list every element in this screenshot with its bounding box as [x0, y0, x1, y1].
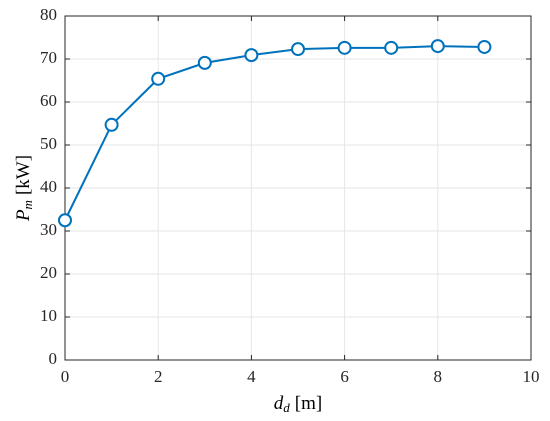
data-marker	[430, 39, 445, 54]
x-tick-label: 6	[340, 367, 349, 386]
plot-frame	[64, 15, 532, 361]
x-tick-label: 4	[247, 367, 256, 386]
x-label-main: d	[274, 393, 284, 414]
y-tick-label: 50	[40, 134, 57, 153]
data-marker	[477, 39, 492, 54]
data-marker	[151, 71, 166, 86]
x-label-unit: [m]	[295, 393, 322, 414]
y-tick-label: 40	[40, 177, 57, 196]
y-tick-label: 10	[40, 306, 57, 325]
data-marker	[58, 213, 72, 228]
data-marker	[104, 117, 119, 132]
data-marker	[197, 55, 212, 70]
data-marker	[384, 40, 399, 55]
x-axis-label: dd [m]	[274, 393, 322, 415]
y-label-unit: [kW]	[13, 155, 34, 195]
x-tick-label: 2	[154, 367, 163, 386]
y-tick-label: 20	[40, 263, 57, 282]
y-tick-label: 0	[49, 349, 58, 368]
x-tick-label: 8	[434, 367, 443, 386]
x-tick-label: 10	[523, 367, 540, 386]
y-label-main: P	[13, 209, 34, 222]
y-tick-label: 80	[40, 5, 57, 24]
data-line	[64, 45, 485, 221]
y-axis-label: Pm [kW]	[13, 155, 35, 222]
x-label-sub: d	[283, 400, 290, 415]
y-label-sub: m	[20, 200, 35, 209]
data-marker	[291, 42, 305, 57]
data-marker	[244, 48, 259, 63]
data-marker	[337, 40, 352, 55]
y-tick-label: 30	[40, 220, 57, 239]
x-tick-label: 0	[61, 367, 70, 386]
y-tick-label: 70	[40, 48, 57, 67]
y-tick-label: 60	[40, 91, 57, 110]
